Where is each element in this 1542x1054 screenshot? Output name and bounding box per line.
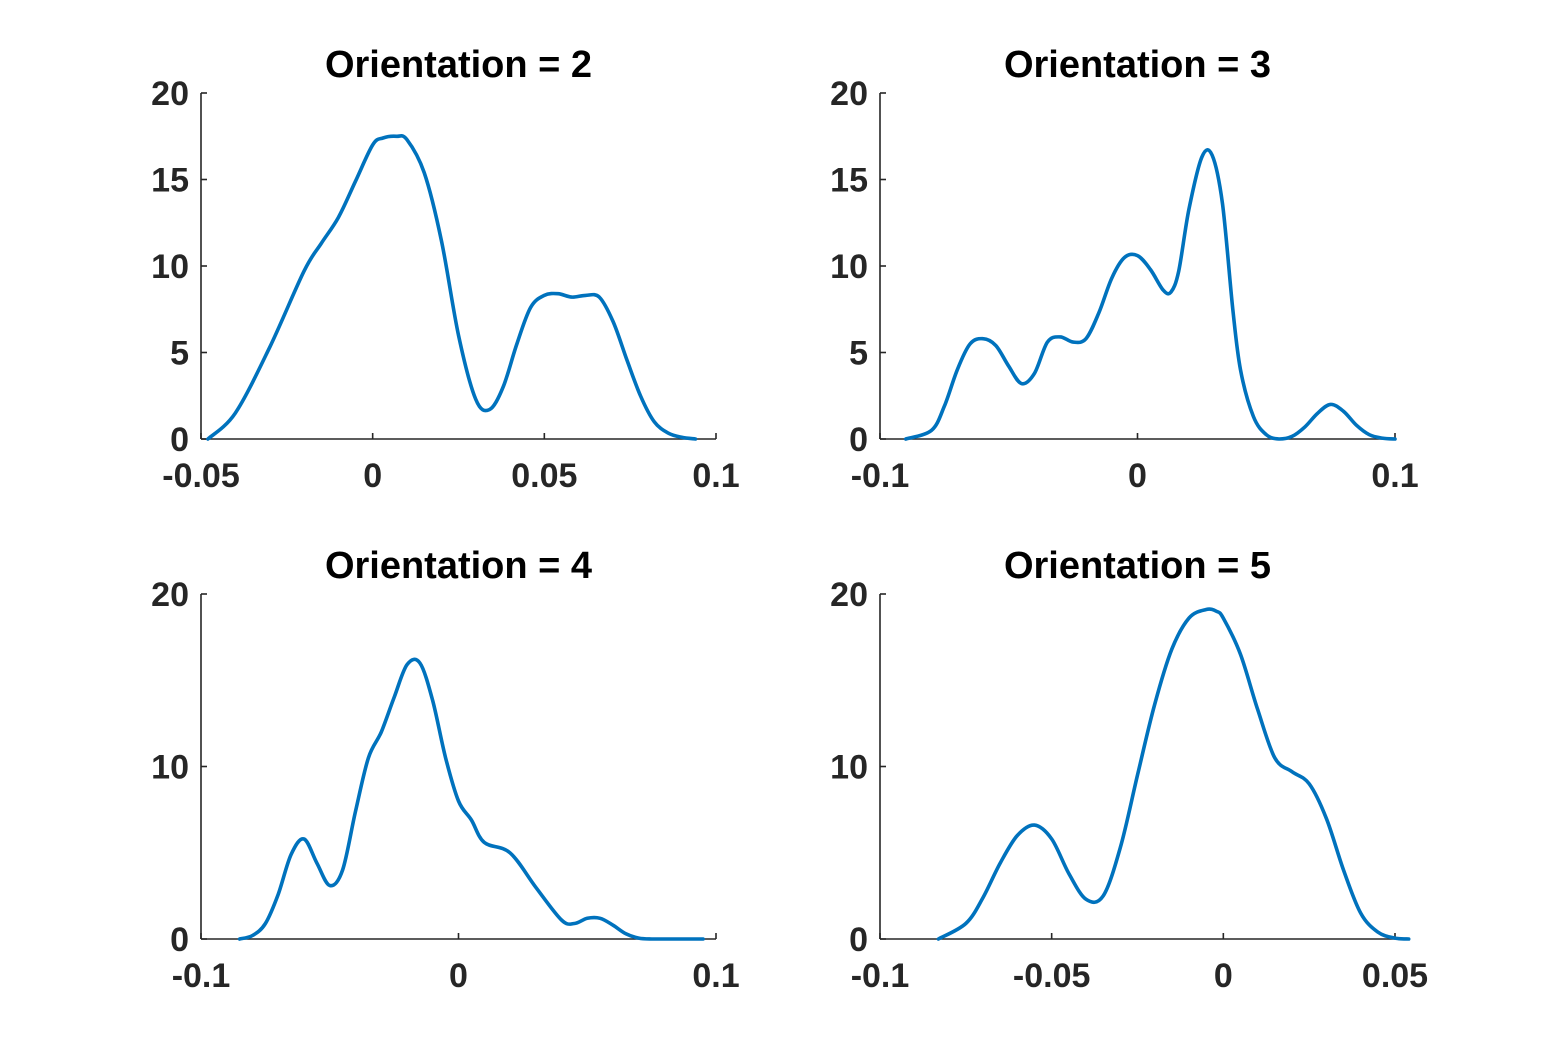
density-curve — [237, 657, 705, 941]
x-tick-label: 0 — [1128, 457, 1147, 495]
y-tick-label: 10 — [151, 248, 189, 286]
subplot-title: Orientation = 5 — [1004, 545, 1271, 587]
y-tick-label: 0 — [849, 421, 868, 459]
density-curve — [206, 134, 698, 441]
x-tick-label: 0 — [1214, 957, 1233, 995]
x-tick-label: 0 — [363, 457, 382, 495]
y-tick-label: 15 — [830, 162, 868, 200]
y-tick-label: 20 — [151, 576, 189, 614]
x-tick-label: 0.1 — [692, 457, 739, 495]
x-tick-label: -0.05 — [1013, 957, 1091, 995]
density-curve — [904, 148, 1397, 441]
subplot-title: Orientation = 4 — [325, 545, 592, 587]
x-tick-label: 0.05 — [1362, 957, 1428, 995]
y-tick-label: 5 — [849, 335, 868, 373]
x-tick-label: -0.05 — [162, 457, 240, 495]
subplot-title: Orientation = 2 — [325, 44, 592, 86]
y-tick-label: 20 — [151, 75, 189, 113]
y-tick-label: 15 — [151, 162, 189, 200]
density-curve — [936, 607, 1411, 941]
y-tick-label: 10 — [830, 749, 868, 787]
x-tick-label: 0.05 — [511, 457, 577, 495]
x-tick-label: 0.1 — [1371, 457, 1418, 495]
y-tick-label: 0 — [170, 921, 189, 959]
y-tick-label: 5 — [170, 335, 189, 373]
subplot-orientation-5: Orientation = 5 -0.1 -0.05 0 0.05 0 10 20 — [830, 545, 1428, 995]
y-tick-label: 0 — [170, 421, 189, 459]
y-tick-label: 10 — [151, 749, 189, 787]
x-tick-label: -0.1 — [851, 457, 910, 495]
x-tick-label: 0 — [449, 957, 468, 995]
y-tick-label: 0 — [849, 921, 868, 959]
y-tick-label: 10 — [830, 248, 868, 286]
x-tick-label: -0.1 — [172, 957, 231, 995]
x-tick-label: 0.1 — [692, 957, 739, 995]
x-tick-label: -0.1 — [851, 957, 910, 995]
subplot-title: Orientation = 3 — [1004, 44, 1271, 86]
y-tick-label: 20 — [830, 75, 868, 113]
y-tick-label: 20 — [830, 576, 868, 614]
